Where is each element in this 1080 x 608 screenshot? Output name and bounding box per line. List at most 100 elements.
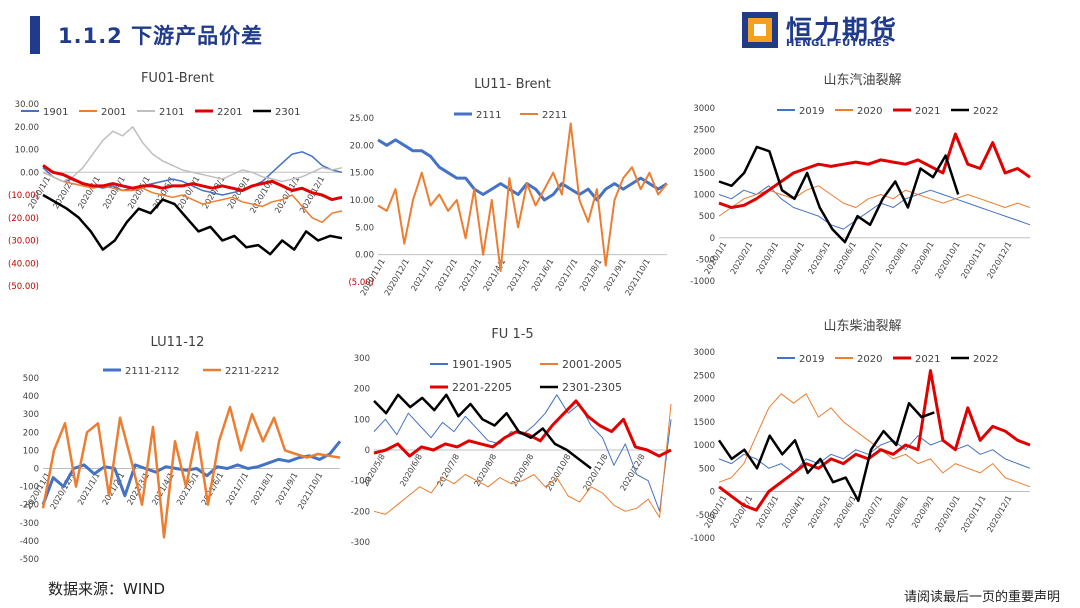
x-tick-label: 2021/1/1 <box>76 471 102 507</box>
x-tick-label: 2020/4/1 <box>780 494 806 530</box>
x-tick-label: 2021/5/1 <box>506 257 532 293</box>
x-tick-label: 2020/12/1 <box>985 494 1013 534</box>
x-tick-label: 2020/4/1 <box>101 175 127 211</box>
legend-label-2301-2305: 2301-2305 <box>562 381 622 394</box>
x-tick-label: 2021/9/1 <box>274 471 300 507</box>
y-tick-label: (10.00) <box>8 191 39 201</box>
x-tick-label: 2020/11/1 <box>959 494 987 534</box>
y-tick-label: (40.00) <box>8 259 39 269</box>
legend-label-2111: 2111 <box>476 110 501 121</box>
legend-label-2022: 2022 <box>973 354 998 365</box>
y-tick-label: 1000 <box>693 191 715 201</box>
legend-label-2001-2005: 2001-2005 <box>562 358 622 371</box>
x-tick-label: 2020/9/1 <box>226 175 252 211</box>
x-tick-label: 2021/2/1 <box>433 257 459 293</box>
y-tick-label: 0 <box>710 488 715 498</box>
x-tick-label: 2020/3/1 <box>76 175 102 211</box>
y-tick-label: -100 <box>351 477 370 487</box>
x-tick-label: 2020/6/1 <box>832 494 858 530</box>
y-tick-label: -400 <box>20 537 39 547</box>
x-tick-label: 2020/2/1 <box>729 240 755 276</box>
series-line-2111-2112 <box>41 440 342 506</box>
x-tick-label: 2020/12/1 <box>383 257 411 297</box>
x-tick-label: 2020/5/1 <box>806 494 832 530</box>
legend-label-2211-2212: 2211-2212 <box>225 366 280 377</box>
x-tick-label: 2020/5/8 <box>361 453 387 489</box>
series-line-2019 <box>718 435 1031 474</box>
y-tick-label: -200 <box>351 507 370 517</box>
y-tick-label: 400 <box>23 392 39 402</box>
x-tick-label: 2020/5/1 <box>806 240 832 276</box>
title-accent-bar <box>30 16 40 54</box>
chart-title: LU11- Brent <box>474 77 551 92</box>
x-tick-label: 2020/10/8 <box>544 453 572 493</box>
y-tick-label: 10.00 <box>350 196 374 206</box>
chart-svg: 山东柴油裂解 3000 2500 2000 1500 1000 500 0 -500 -1000 2… <box>690 319 1031 544</box>
y-tick-label: 200 <box>354 385 370 395</box>
chart-title: 山东汽油裂解 <box>823 73 901 88</box>
y-tick-label: 10.00 <box>15 146 39 156</box>
x-tick-label: 2020/7/1 <box>858 494 884 530</box>
x-tick-label: 2020/8/1 <box>884 240 910 276</box>
legend-label-1901: 1901 <box>43 107 68 118</box>
y-tick-label: 2000 <box>693 395 715 405</box>
y-tick-label: (50.00) <box>8 282 39 292</box>
logo-name-en: HENGLI FUTURES <box>786 38 890 49</box>
y-tick-label: -300 <box>20 519 39 529</box>
y-tick-label: 0 <box>365 446 370 456</box>
x-tick-label: 2020/7/1 <box>858 240 884 276</box>
y-tick-label: 500 <box>699 464 715 474</box>
chart-svg: LU11- Brent 25.00 20.00 15.00 10.00 5.00 0.00 (… <box>348 77 668 297</box>
x-tick-label: 2020/11/1 <box>959 240 987 280</box>
page-title: 1.1.2 下游产品价差 <box>58 24 264 48</box>
x-tick-label: 2020/9/1 <box>910 240 936 276</box>
chart-lu11-12: LU11-12 500 400 300 200 100 0 -100 -200 -300 -400 -… <box>5 330 350 575</box>
x-tick-label: 2021/7/1 <box>224 471 250 507</box>
legend-label-2020: 2020 <box>857 354 882 365</box>
series-line-2111 <box>377 138 668 202</box>
chart-title: FU 1-5 <box>491 327 533 342</box>
x-tick-label: 2020/10/1 <box>933 494 961 534</box>
chart-shandong-diesel-crack: 山东柴油裂解 3000 2500 2000 1500 1000 500 0 -500 -1000 2… <box>685 314 1040 572</box>
chart-shandong-gasoline-crack: 山东汽油裂解 3000 2500 2000 1500 1000 500 0 -500 -1000 2… <box>685 66 1040 311</box>
legend-label-1901-1905: 1901-1905 <box>452 358 512 371</box>
legend-label-2021: 2021 <box>915 354 940 365</box>
legend-label-2021: 2021 <box>915 106 940 117</box>
series-line-2201 <box>42 164 343 202</box>
chart-svg: 山东汽油裂解 3000 2500 2000 1500 1000 500 0 -500 -1000 2… <box>690 73 1031 287</box>
y-tick-label: 30.00 <box>15 100 39 110</box>
chart-fu-1-5: FU 1-5 300 200 100 0 -100 -200 -300 2020/5/8 2020… <box>340 322 685 572</box>
y-tick-label: 0 <box>710 234 715 244</box>
legend-label-2301: 2301 <box>275 107 300 118</box>
legend-label-2022: 2022 <box>973 106 998 117</box>
legend-label-2019: 2019 <box>799 354 824 365</box>
y-tick-label: 200 <box>23 428 39 438</box>
legend-label-2001: 2001 <box>101 107 126 118</box>
y-tick-label: 5.00 <box>355 223 374 233</box>
series-line-2001 <box>42 171 343 224</box>
x-tick-label: 2020/4/1 <box>780 240 806 276</box>
chart-title: 山东柴油裂解 <box>823 319 901 334</box>
series-line-2020 <box>718 393 1031 488</box>
x-tick-label: 2021/10/1 <box>296 471 324 511</box>
y-tick-label: 2500 <box>693 126 715 136</box>
y-tick-label: (30.00) <box>8 237 39 247</box>
y-tick-label: 100 <box>354 415 370 425</box>
x-tick-label: 2021/8/1 <box>578 257 604 293</box>
chart-title: LU11-12 <box>151 335 205 350</box>
y-tick-label: 20.00 <box>15 123 39 133</box>
y-tick-label: 500 <box>699 212 715 222</box>
series-line-2022 <box>718 145 960 244</box>
x-tick-label: 2020/3/1 <box>755 240 781 276</box>
series-line-2301-2305 <box>373 393 592 470</box>
chart-lu11-brent: LU11- Brent 25.00 20.00 15.00 10.00 5.00 0.00 (… <box>340 70 685 310</box>
x-tick-label: 2020/5/1 <box>126 175 152 211</box>
y-tick-label: -500 <box>696 255 715 265</box>
y-tick-label: 0.00 <box>20 168 39 178</box>
legend-label-2111-2112: 2111-2112 <box>125 366 180 377</box>
legend-label-2020: 2020 <box>857 106 882 117</box>
series-line-2020 <box>718 185 1031 217</box>
x-tick-label: 2021/4/1 <box>482 257 508 293</box>
y-tick-label: (5.00) <box>348 278 374 288</box>
x-tick-label: 2020/2/1 <box>729 494 755 530</box>
